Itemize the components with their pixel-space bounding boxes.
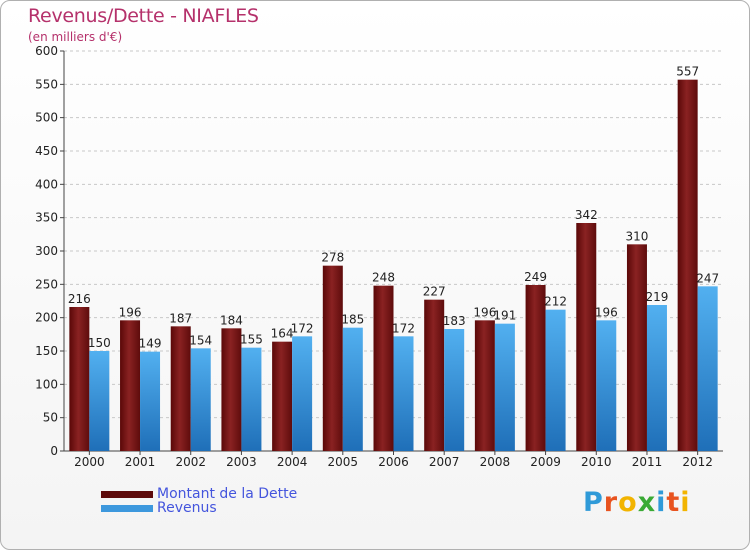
- y-tick-label: 500: [35, 111, 58, 125]
- bar-dette-2000: [69, 307, 90, 451]
- legend: Montant de la Dette Revenus: [101, 487, 297, 515]
- x-tick-label: 2008: [480, 455, 511, 469]
- data-label-revenus: 219: [646, 290, 669, 304]
- x-tick-label: 2005: [328, 455, 359, 469]
- chart-title: Revenus/Dette - NIAFLES: [28, 5, 259, 27]
- data-label-revenus: 185: [341, 313, 364, 327]
- logo-letter: x: [637, 487, 657, 518]
- data-label-revenus: 150: [88, 336, 111, 350]
- bar-dette-2006: [373, 285, 394, 451]
- y-tick-label: 50: [43, 411, 58, 425]
- legend-item-revenus: Revenus: [101, 501, 297, 515]
- y-tick-label: 550: [35, 77, 58, 91]
- y-tick-label: 450: [35, 144, 58, 158]
- x-tick-label: 2004: [277, 455, 308, 469]
- legend-label-dette: Montant de la Dette: [157, 486, 298, 502]
- x-tick-label: 2012: [682, 455, 713, 469]
- bar-revenus-2004: [292, 336, 313, 451]
- legend-swatch-dette: [101, 490, 153, 498]
- data-label-dette: 196: [119, 305, 142, 319]
- data-label-dette: 196: [473, 305, 496, 319]
- chart-subtitle: (en milliers d'€): [28, 30, 123, 44]
- y-tick-label: 0: [50, 444, 58, 458]
- data-label-revenus: 172: [392, 321, 415, 335]
- data-label-revenus: 172: [291, 321, 314, 335]
- bar-revenus-2006: [393, 336, 414, 451]
- y-tick-label: 350: [35, 211, 58, 225]
- proxiti-logo: Proxiti: [583, 487, 691, 518]
- bar-dette-2008: [474, 320, 495, 451]
- data-label-dette: 164: [271, 327, 294, 341]
- data-label-revenus: 155: [240, 333, 263, 347]
- bar-revenus-2010: [596, 320, 617, 451]
- x-tick-label: 2001: [125, 455, 156, 469]
- bar-revenus-2011: [646, 305, 667, 451]
- bar-dette-2001: [120, 320, 141, 451]
- data-label-revenus: 154: [189, 333, 212, 347]
- data-label-dette: 249: [524, 270, 547, 284]
- y-tick-label: 100: [35, 377, 58, 391]
- data-label-dette: 184: [220, 313, 243, 327]
- data-label-revenus: 196: [595, 305, 618, 319]
- bar-dette-2007: [424, 299, 445, 451]
- legend-swatch-revenus: [101, 504, 153, 512]
- data-label-dette: 248: [372, 271, 395, 285]
- bar-revenus-2007: [444, 329, 465, 451]
- y-tick-label: 400: [35, 177, 58, 191]
- x-tick-label: 2010: [581, 455, 612, 469]
- bar-dette-2011: [626, 244, 647, 451]
- x-tick-label: 2006: [378, 455, 409, 469]
- bar-dette-2010: [576, 223, 597, 451]
- bar-dette-2009: [525, 285, 546, 451]
- logo-letter: r: [603, 487, 619, 518]
- logo-letter: P: [583, 487, 604, 518]
- bar-dette-2002: [170, 326, 191, 451]
- data-label-revenus: 212: [544, 295, 567, 309]
- logo-letter: o: [618, 487, 638, 518]
- y-tick-label: 250: [35, 277, 58, 291]
- bar-revenus-2005: [342, 327, 363, 451]
- data-label-dette: 187: [169, 311, 192, 325]
- x-tick-label: 2003: [226, 455, 257, 469]
- y-tick-label: 200: [35, 311, 58, 325]
- bar-dette-2004: [272, 341, 293, 451]
- data-label-revenus: 149: [139, 337, 162, 351]
- bar-revenus-2008: [494, 323, 515, 451]
- logo-letter: i: [680, 487, 691, 518]
- bar-revenus-2012: [697, 286, 718, 451]
- x-tick-label: 2007: [429, 455, 460, 469]
- bar-revenus-2002: [190, 348, 211, 451]
- bar-dette-2012: [677, 79, 698, 452]
- legend-label-revenus: Revenus: [157, 500, 217, 516]
- x-tick-label: 2002: [175, 455, 206, 469]
- x-tick-label: 2011: [632, 455, 663, 469]
- y-tick-label: 600: [35, 44, 58, 58]
- data-label-dette: 278: [321, 251, 344, 265]
- data-label-revenus: 183: [443, 314, 466, 328]
- data-label-dette: 227: [423, 285, 446, 299]
- bar-dette-2003: [221, 328, 242, 451]
- x-tick-label: 2009: [530, 455, 561, 469]
- data-label-dette: 557: [676, 65, 699, 79]
- data-label-dette: 216: [68, 292, 91, 306]
- y-tick-label: 150: [35, 344, 58, 358]
- data-label-revenus: 191: [493, 309, 516, 323]
- bar-revenus-2003: [241, 347, 262, 451]
- logo-letter: i: [656, 487, 667, 518]
- bar-revenus-2009: [545, 309, 566, 451]
- y-tick-label: 300: [35, 244, 58, 258]
- bar-revenus-2001: [140, 351, 161, 451]
- logo-letter: t: [666, 487, 681, 518]
- data-label-revenus: 247: [696, 271, 719, 285]
- data-label-dette: 310: [626, 229, 649, 243]
- bar-dette-2005: [322, 265, 343, 451]
- legend-item-dette: Montant de la Dette: [101, 487, 297, 501]
- x-tick-label: 2000: [74, 455, 105, 469]
- bar-revenus-2000: [89, 351, 110, 451]
- data-label-dette: 342: [575, 208, 598, 222]
